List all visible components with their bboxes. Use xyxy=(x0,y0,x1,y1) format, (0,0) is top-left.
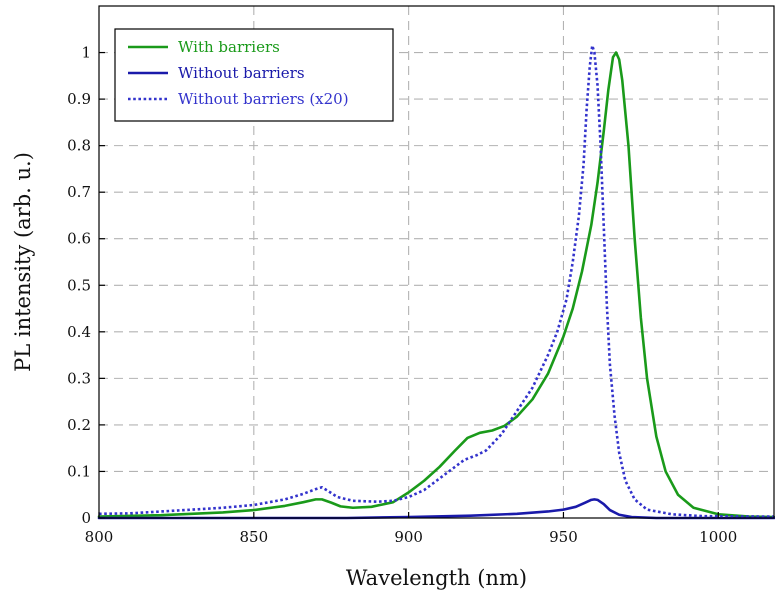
y-tick-label: 0.9 xyxy=(67,90,91,108)
x-tick-label: 950 xyxy=(549,528,578,546)
y-tick-label: 0.1 xyxy=(67,462,91,480)
series-line xyxy=(97,498,775,520)
axis-ticks: 800 850 900 950 1000 0 0.1 0.2 0.3 0.4 0.5 0.6 0.7 0.… xyxy=(67,44,737,546)
x-tick-label: 850 xyxy=(239,528,268,546)
y-tick-label: 0.6 xyxy=(67,230,91,248)
legend-box xyxy=(114,28,394,122)
legend: With barriers Without barriers Without bar… xyxy=(114,28,394,122)
y-tick-label: 0.7 xyxy=(67,183,91,201)
y-tick-label: 0.4 xyxy=(67,323,91,341)
x-tick-label: 900 xyxy=(394,528,423,546)
y-tick-label: 0.3 xyxy=(67,369,91,387)
x-tick-label: 800 xyxy=(85,528,114,546)
plot-frame xyxy=(98,5,775,519)
x-tick-label: 1000 xyxy=(699,528,737,546)
legend-label: Without barriers (x20) xyxy=(178,90,349,108)
grid-lines xyxy=(99,6,774,518)
series-line xyxy=(97,51,775,519)
x-axis-label: Wavelength (nm) xyxy=(346,566,527,590)
y-tick-label: 1 xyxy=(81,44,91,62)
y-axis-label: PL intensity (arb. u.) xyxy=(11,152,35,372)
legend-label: With barriers xyxy=(178,38,280,56)
y-tick-label: 0 xyxy=(81,509,91,527)
y-tick-label: 0.5 xyxy=(67,276,91,294)
legend-label: Without barriers xyxy=(178,64,305,82)
y-tick-label: 0.2 xyxy=(67,416,91,434)
y-tick-label: 0.8 xyxy=(67,137,91,155)
